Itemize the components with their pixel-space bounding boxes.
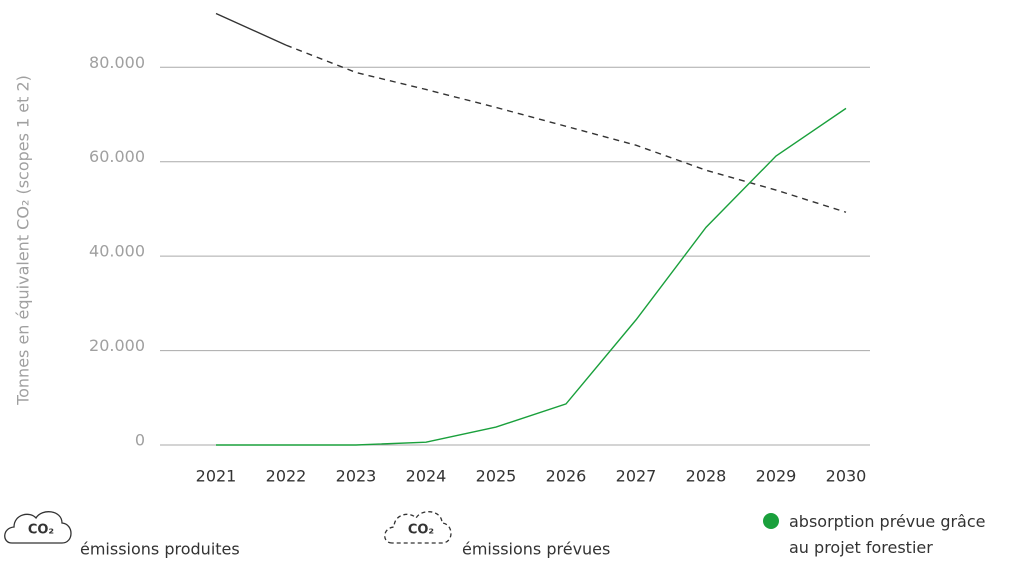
legend-label: absorption prévue grâce au projet forest… [789,512,986,557]
x-tick-label: 2021 [196,467,237,486]
y-tick-label: 60.000 [89,147,145,166]
series-line [216,107,847,446]
x-tick-label: 2024 [406,467,447,486]
x-tick-label: 2027 [616,467,657,486]
icon-label: CO₂ [408,523,434,538]
x-tick-label: 2030 [826,467,867,486]
series-line [285,44,847,213]
y-axis-label: Tonnes en équivalent CO₂ (scopes 1 et 2) [14,75,33,406]
x-tick-label: 2028 [686,467,727,486]
legend-icon-produced: CO₂ [4,511,72,544]
y-tick-label: 80.000 [89,53,145,72]
icon-label: CO₂ [28,523,54,538]
x-tick-label: 2025 [476,467,517,486]
y-tick-label: 40.000 [89,242,145,261]
legend-label: émissions prévues [462,540,610,559]
x-tick-label: 2022 [266,467,307,486]
x-tick-label: 2026 [546,467,587,486]
legend-swatch [763,513,779,529]
legend-icon-forecast: CO₂ [384,511,452,544]
series-line [215,12,287,46]
x-tick-label: 2023 [336,467,377,486]
cloud-icon [4,511,72,544]
x-tick-label: 2029 [756,467,797,486]
legend-label: émissions produites [80,540,240,559]
cloud-icon [384,511,452,544]
y-tick-label: 0 [135,431,145,450]
y-tick-label: 20.000 [89,336,145,355]
